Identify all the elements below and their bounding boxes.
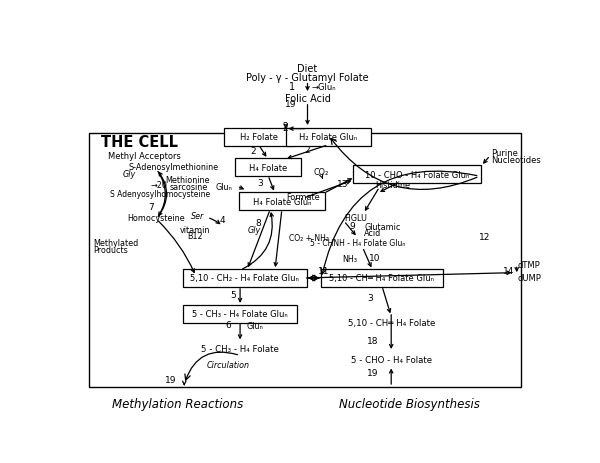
Text: Formate: Formate: [286, 192, 320, 201]
Text: 5 - CH₃ - H₄ Folate: 5 - CH₃ - H₄ Folate: [201, 344, 279, 353]
Text: B12: B12: [187, 231, 203, 240]
Text: 2: 2: [305, 145, 310, 155]
Text: 5,10 - CH═ H₄ Folate: 5,10 - CH═ H₄ Folate: [347, 319, 435, 327]
Text: Nucleotide Biosynthesis: Nucleotide Biosynthesis: [340, 397, 480, 410]
FancyBboxPatch shape: [286, 129, 371, 146]
Text: 18: 18: [367, 336, 379, 345]
Text: 2: 2: [283, 124, 289, 132]
Text: 2: 2: [283, 122, 289, 131]
Text: 5,10 - CH═ H₄ Folate Gluₙ: 5,10 - CH═ H₄ Folate Gluₙ: [329, 274, 434, 283]
Text: →20: →20: [151, 180, 167, 189]
FancyBboxPatch shape: [183, 305, 297, 323]
Text: Methylated: Methylated: [94, 238, 139, 247]
FancyBboxPatch shape: [224, 129, 293, 146]
Text: Gly: Gly: [248, 226, 261, 235]
Text: dTMP: dTMP: [518, 260, 541, 269]
Text: 7: 7: [148, 202, 154, 211]
Text: 2: 2: [251, 146, 256, 155]
Text: FIGLU: FIGLU: [344, 213, 367, 222]
Text: Circulation: Circulation: [207, 361, 250, 369]
Text: 10 - CHO - H₄ Folate Gluₙ: 10 - CHO - H₄ Folate Gluₙ: [365, 170, 469, 180]
Text: 4: 4: [220, 216, 226, 225]
Text: 8: 8: [256, 219, 262, 228]
Text: Products: Products: [94, 245, 128, 254]
Text: 5 - CHNH - H₄ Folate Gluₙ: 5 - CHNH - H₄ Folate Gluₙ: [310, 238, 406, 247]
Text: S-Adenosylmethionine: S-Adenosylmethionine: [128, 163, 218, 172]
Text: 3: 3: [367, 294, 373, 302]
Text: Gluₙ: Gluₙ: [246, 321, 263, 330]
Text: H₂ Folate: H₂ Folate: [239, 133, 278, 142]
Text: Glutamic: Glutamic: [364, 222, 401, 231]
Text: Methylation Reactions: Methylation Reactions: [112, 397, 243, 410]
FancyBboxPatch shape: [353, 166, 481, 184]
FancyBboxPatch shape: [89, 134, 521, 387]
Text: 19: 19: [367, 369, 379, 377]
FancyBboxPatch shape: [183, 269, 307, 287]
Text: H₄ Folate Gluₙ: H₄ Folate Gluₙ: [253, 197, 311, 206]
Text: 5 - CH₃ - H₄ Folate Gluₙ: 5 - CH₃ - H₄ Folate Gluₙ: [192, 310, 288, 319]
Text: 19: 19: [165, 375, 176, 384]
Text: 11: 11: [318, 267, 329, 276]
Text: Poly - γ - Glutamyl Folate: Poly - γ - Glutamyl Folate: [246, 73, 369, 83]
Text: 1: 1: [289, 82, 295, 92]
Text: Purine: Purine: [491, 149, 518, 158]
Text: 3: 3: [257, 179, 263, 188]
Text: 6: 6: [226, 320, 232, 329]
Text: 5 - CHO - H₄ Folate: 5 - CHO - H₄ Folate: [350, 355, 432, 364]
Text: Homocysteine: Homocysteine: [127, 214, 185, 223]
Text: THE CELL: THE CELL: [101, 134, 178, 150]
FancyBboxPatch shape: [239, 193, 325, 211]
Text: dUMP: dUMP: [518, 274, 542, 283]
Text: 10: 10: [369, 253, 380, 262]
Text: Nucleotides: Nucleotides: [491, 155, 541, 164]
Text: Gluₙ: Gluₙ: [215, 182, 232, 191]
Text: 14: 14: [503, 267, 514, 276]
Text: 12: 12: [479, 233, 490, 242]
Text: 13: 13: [337, 180, 348, 188]
Text: Histidine: Histidine: [375, 180, 410, 189]
Text: Acid: Acid: [364, 229, 382, 238]
Text: NH₃: NH₃: [343, 254, 358, 263]
Text: 19: 19: [285, 100, 296, 109]
Text: 9: 9: [349, 221, 355, 230]
Text: CO₂ + NH₂: CO₂ + NH₂: [289, 234, 329, 243]
Text: sarcosine: sarcosine: [169, 182, 208, 191]
Text: Methyl Acceptors: Methyl Acceptors: [107, 151, 181, 161]
Text: Folic Acid: Folic Acid: [284, 94, 331, 104]
Text: Methionine: Methionine: [166, 176, 210, 185]
FancyBboxPatch shape: [235, 159, 301, 177]
Text: CO₂: CO₂: [314, 168, 329, 177]
Text: 5: 5: [230, 290, 236, 299]
Text: Diet: Diet: [298, 64, 317, 74]
Text: vitamin: vitamin: [180, 225, 210, 234]
FancyBboxPatch shape: [321, 269, 443, 287]
Text: H₄ Folate: H₄ Folate: [249, 163, 287, 172]
Text: 5,10 - CH₂ - H₄ Folate Gluₙ: 5,10 - CH₂ - H₄ Folate Gluₙ: [190, 274, 299, 283]
Text: →Gluₙ: →Gluₙ: [311, 82, 336, 91]
Text: S Adenyosylhomocysteine: S Adenyosylhomocysteine: [110, 189, 210, 198]
Text: Ser: Ser: [191, 212, 204, 220]
Text: H₂ Folate Gluₙ: H₂ Folate Gluₙ: [299, 133, 358, 142]
Text: Gly: Gly: [123, 170, 136, 179]
